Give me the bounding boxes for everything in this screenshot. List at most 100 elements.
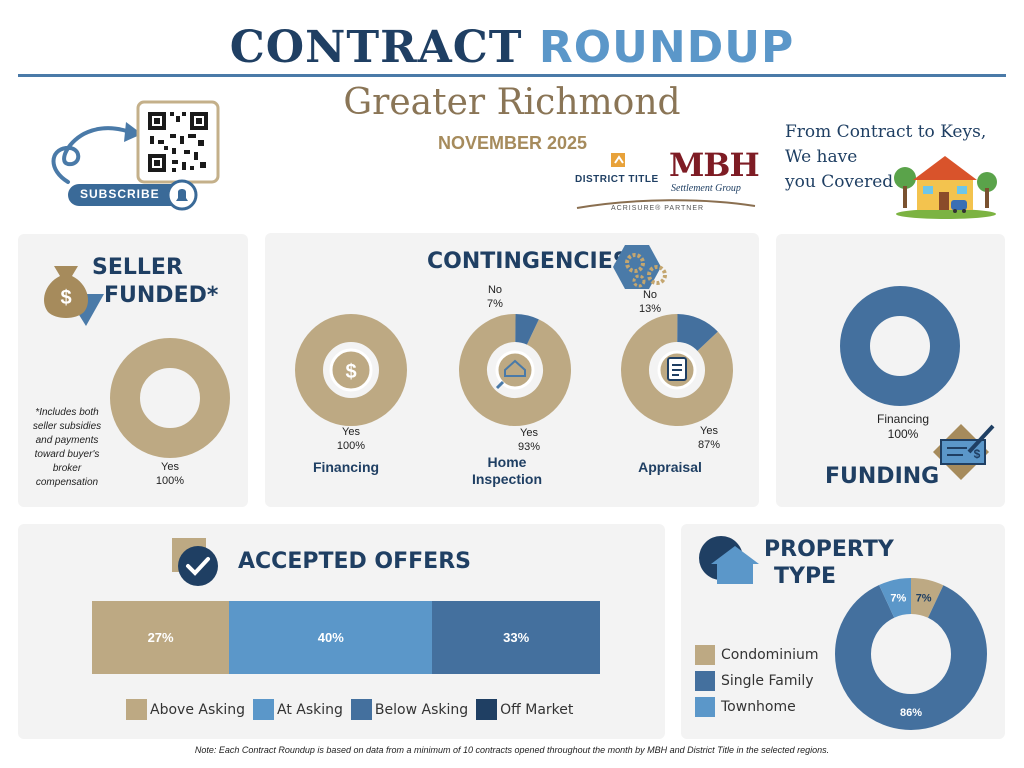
offers-legend: Above Asking At Asking Below Asking Off … xyxy=(122,699,582,720)
legend-swatch xyxy=(126,699,147,720)
offers-stacked-bar: 27% 40% 33% xyxy=(92,601,600,674)
legend-swatch xyxy=(695,671,715,691)
financing-yes-label: Yes 100% xyxy=(327,425,375,453)
footnote-line: broker xyxy=(52,463,82,474)
seller-yes-text: Yes xyxy=(161,461,179,473)
page-title: CONTRACT ROUNDUP xyxy=(0,22,1024,74)
legend-swatch xyxy=(695,697,715,717)
appraisal-no-pct: 13% xyxy=(638,303,662,315)
appraisal-yes-text: Yes xyxy=(700,425,718,437)
slogan-line-1: From Contract to Keys, xyxy=(785,122,987,142)
property-slice-label: 7% xyxy=(890,592,906,604)
legend-single-family: Single Family xyxy=(695,671,818,691)
home-inspection-yes-pct: 93% xyxy=(517,441,541,453)
svg-text:$: $ xyxy=(345,361,356,383)
legend-swatch xyxy=(476,699,498,720)
seller-heading: SELLER FUNDED* xyxy=(92,254,218,310)
check-payment-icon: $ xyxy=(933,424,995,480)
legend-condominium: Condominium xyxy=(695,645,818,665)
title-contract: CONTRACT xyxy=(229,22,523,73)
property-type-panel: PROPERTY TYPE Condominium Single Family … xyxy=(681,524,1005,739)
legend-at-asking: At Asking xyxy=(253,699,343,720)
svg-text:$: $ xyxy=(60,287,71,309)
legend-off-market: Off Market xyxy=(476,699,573,720)
accepted-offers-heading: ACCEPTED OFFERS xyxy=(238,549,471,574)
funding-donut-financing xyxy=(840,286,960,406)
below-asking-segment: 33% xyxy=(432,601,600,674)
legend-label: Off Market xyxy=(500,701,574,718)
legend-townhome: Townhome xyxy=(695,697,818,717)
house-illustration xyxy=(893,148,999,227)
footnote: Note: Each Contract Roundup is based on … xyxy=(194,745,830,755)
money-bag-icon: $ xyxy=(44,266,104,326)
home-inspection-label-line1: Home xyxy=(487,454,527,470)
contingencies-heading: CONTINGENCIES xyxy=(427,249,629,274)
funding-heading: FUNDING xyxy=(825,464,940,489)
legend-swatch xyxy=(350,699,372,720)
region-title: Greater Richmond xyxy=(343,82,681,123)
property-slice-label: 86% xyxy=(900,707,922,719)
property-heading-line1: PROPERTY xyxy=(764,537,894,562)
home-inspection-label-line2: Inspection xyxy=(471,471,542,487)
legend-label: Above Asking xyxy=(150,701,246,718)
appraisal-yes-pct: 87% xyxy=(697,439,721,451)
legend-label: Townhome xyxy=(721,699,796,715)
logo-swoosh xyxy=(576,199,756,209)
legend-label: Condominium xyxy=(721,647,819,663)
partner-logos: DISTRICT TITLE MBH Settlement Group ACRI… xyxy=(575,146,765,218)
header-divider xyxy=(18,74,1006,77)
property-type-donut: 7% 86% 7% xyxy=(835,578,987,730)
above-asking-segment: 27% xyxy=(92,601,230,674)
financing-yes-pct: 100% xyxy=(336,440,366,452)
footnote-line: toward buyer's xyxy=(34,449,100,460)
slogan-line-3: you Covered xyxy=(785,172,894,192)
seller-heading-line2: FUNDED* xyxy=(104,283,219,308)
financing-label: Financing xyxy=(312,459,380,475)
qr-code-icon xyxy=(148,112,208,172)
curly-arrow-icon xyxy=(51,126,132,184)
funding-financing-text: Financing xyxy=(876,412,930,426)
legend-swatch xyxy=(695,645,715,665)
partner-tagline: ACRISURE® PARTNER xyxy=(611,205,705,212)
funding-financing-pct: 100% xyxy=(887,427,919,441)
gears-icon xyxy=(613,245,667,289)
title-roundup: ROUNDUP xyxy=(538,22,795,73)
checkmark-icon xyxy=(172,538,218,586)
mbh-logo-text: MBH xyxy=(669,146,760,184)
legend-label: Below Asking xyxy=(374,701,469,718)
financing-donut: $ xyxy=(295,314,407,426)
seller-yes-pct: 100% xyxy=(155,475,185,487)
month-label: NOVEMBER 2025 xyxy=(438,133,588,153)
segment-label: 40% xyxy=(317,630,344,645)
slogan-line-2: We have xyxy=(785,147,858,167)
property-heading-line2: TYPE xyxy=(774,564,837,589)
footnote-line: compensation xyxy=(35,477,99,488)
house-circle-icon xyxy=(699,536,759,584)
footnote-line: seller subsidies xyxy=(32,421,102,432)
funding-donut xyxy=(840,286,960,406)
subscribe-graphic xyxy=(51,100,220,211)
segment-label: 27% xyxy=(147,630,174,645)
seller-funded-panel: $ SELLER FUNDED* *Includes both seller s… xyxy=(18,234,248,507)
financing-donut-yes xyxy=(295,314,407,426)
property-slice-label: 7% xyxy=(916,592,932,604)
seller-donut-yes xyxy=(110,338,230,458)
home-inspection-yes-label: Yes 93% xyxy=(509,426,549,454)
seller-footnote: *Includes both seller subsidies and paym… xyxy=(22,406,112,490)
accepted-offers-panel: ACCEPTED OFFERS 27% 40% 33% Above Asking A… xyxy=(18,524,665,739)
home-inspection-no-pct: 7% xyxy=(487,298,503,310)
subscribe-label: SUBSCRIBE xyxy=(80,187,160,201)
home-inspection-label: Home Inspection xyxy=(455,454,559,488)
home-inspection-yes-text: Yes xyxy=(520,427,538,439)
appraisal-no-text: No xyxy=(642,289,658,301)
funding-financing-label: Financing 100% xyxy=(868,412,938,442)
single-family-slice xyxy=(835,578,987,730)
seller-donut xyxy=(110,338,230,458)
seller-yes-label: Yes 100% xyxy=(150,460,190,488)
subscribe-block[interactable]: SUBSCRIBE xyxy=(38,100,228,215)
home-inspection-donut xyxy=(459,314,571,426)
appraisal-yes-label: Yes 87% xyxy=(689,424,729,452)
svg-text:$: $ xyxy=(974,447,981,461)
property-heading: PROPERTY TYPE xyxy=(764,536,894,590)
arrow-head-icon xyxy=(124,122,142,142)
